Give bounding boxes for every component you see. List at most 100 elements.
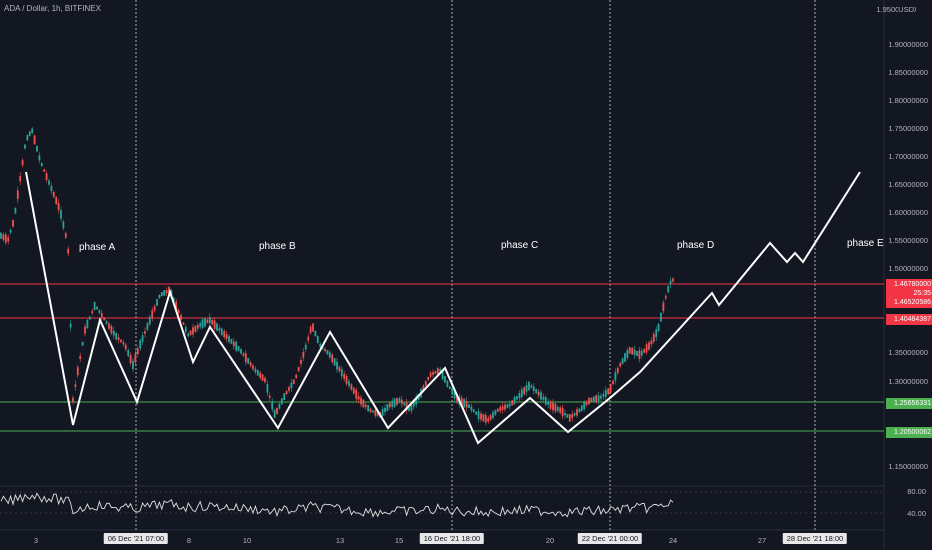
candle-body (537, 391, 540, 396)
candle-body (638, 350, 641, 359)
candle-body (280, 398, 283, 405)
candle-body (607, 388, 610, 395)
candle-body (614, 372, 617, 381)
phase-a-label[interactable]: phase A (79, 242, 116, 253)
candle-body (21, 160, 24, 166)
price-tag: 1.46780000 (886, 279, 932, 290)
candle-body (444, 376, 446, 383)
candle-body (57, 202, 60, 211)
price-label: 1.15000000 (888, 462, 928, 471)
candle-body (2, 234, 5, 240)
projection-path[interactable] (25, 171, 861, 445)
candle-body (384, 407, 386, 413)
candle-body (139, 340, 142, 349)
candle-body (16, 190, 19, 199)
candle-body (192, 327, 194, 335)
candle-body (213, 320, 216, 329)
candle-body (405, 402, 408, 411)
candle-body (501, 406, 504, 410)
time-label: 13 (335, 536, 345, 545)
candle-body (530, 385, 533, 388)
candle-body (122, 342, 125, 345)
phase-b-label[interactable]: phase B (259, 241, 296, 252)
candle-body (314, 331, 317, 336)
candle-body (499, 407, 502, 412)
candle-body (141, 335, 144, 342)
candle-body (148, 316, 151, 325)
candle-body (144, 331, 146, 334)
candle-body (283, 393, 286, 401)
candle-body (672, 278, 674, 282)
candle-body (465, 401, 468, 408)
candle-body (62, 221, 65, 229)
candle-body (576, 409, 578, 416)
candle-body (69, 323, 72, 328)
candle-body (640, 350, 643, 356)
candle-body (146, 323, 149, 330)
candle-body (196, 325, 199, 329)
candle-body (204, 318, 206, 327)
candle-body (199, 323, 202, 327)
candle-body (134, 353, 137, 363)
candle-body (273, 409, 276, 418)
candle-body (588, 397, 590, 405)
candle-body (631, 347, 634, 355)
candle-body (117, 337, 120, 340)
time-label: 8 (186, 536, 192, 545)
candle-body (211, 319, 214, 325)
candle-body (643, 348, 646, 353)
candle-body (547, 401, 550, 405)
candle-body (81, 341, 84, 346)
time-label: 24 (668, 536, 678, 545)
candle-body (259, 372, 262, 378)
price-label-top: 1.95000000 (876, 5, 916, 14)
phase-d-label[interactable]: phase D (677, 240, 715, 251)
candle-body (43, 169, 46, 172)
candle-body (220, 328, 223, 335)
candle-body (328, 352, 331, 358)
candle-body (662, 302, 665, 312)
candle-body (98, 310, 101, 313)
candle-body (621, 358, 624, 364)
candle-body (103, 317, 106, 321)
candle-body (160, 291, 163, 297)
candle-body (376, 412, 379, 416)
price-label: 1.90000000 (888, 40, 928, 49)
candle-body (232, 341, 235, 347)
phase-c-label[interactable]: phase C (501, 240, 539, 251)
candle-body (108, 323, 110, 329)
candle-body (652, 334, 655, 342)
candle-body (129, 354, 132, 364)
candle-body (254, 368, 257, 373)
candle-body (364, 404, 367, 407)
candle-body (324, 348, 326, 352)
candle-body (504, 404, 506, 410)
candle-body (127, 350, 130, 356)
candle-body (120, 339, 122, 343)
candle-body (105, 321, 108, 324)
candle-body (72, 397, 74, 403)
symbol-title[interactable]: ADA / Dollar, 1h, BITFINEX (4, 4, 101, 13)
time-label-boxed: 16 Dec '21 18:00 (419, 533, 485, 544)
candle-body (472, 409, 475, 413)
candle-body (343, 373, 346, 379)
candle-body (285, 391, 288, 395)
candle-body (393, 398, 396, 407)
candle-body (626, 349, 629, 358)
oscillator-line (0, 492, 674, 518)
candle-body (554, 403, 557, 412)
candle-body (561, 407, 564, 417)
candle-body (559, 407, 562, 413)
candle-body (360, 397, 362, 405)
time-label-boxed: 22 Dec '21 00:00 (577, 533, 643, 544)
phase-e-label[interactable]: phase E (847, 238, 884, 249)
candle-body (237, 346, 240, 352)
candle-body (595, 395, 598, 403)
candle-body (516, 396, 518, 400)
candle-body (297, 367, 300, 372)
candle-body (633, 349, 636, 356)
currency-label[interactable]: USD (898, 5, 914, 14)
candle-body (484, 415, 487, 423)
